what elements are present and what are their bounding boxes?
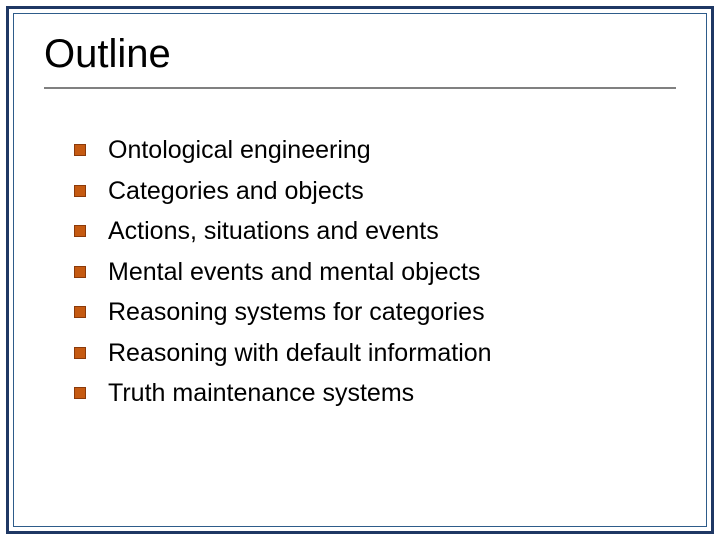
slide-outer-border: Outline Ontological engineering Categori… bbox=[6, 6, 714, 534]
bullet-icon bbox=[74, 185, 86, 197]
bullet-icon bbox=[74, 266, 86, 278]
list-item: Mental events and mental objects bbox=[74, 256, 676, 289]
bullet-text: Reasoning with default information bbox=[108, 337, 492, 370]
bullet-text: Reasoning systems for categories bbox=[108, 296, 485, 329]
bullet-text: Ontological engineering bbox=[108, 134, 371, 167]
list-item: Truth maintenance systems bbox=[74, 377, 676, 410]
list-item: Ontological engineering bbox=[74, 134, 676, 167]
bullet-list: Ontological engineering Categories and o… bbox=[44, 134, 676, 410]
bullet-text: Actions, situations and events bbox=[108, 215, 439, 248]
bullet-text: Categories and objects bbox=[108, 175, 364, 208]
bullet-icon bbox=[74, 387, 86, 399]
bullet-icon bbox=[74, 225, 86, 237]
list-item: Categories and objects bbox=[74, 175, 676, 208]
slide-title: Outline bbox=[44, 32, 676, 89]
list-item: Reasoning systems for categories bbox=[74, 296, 676, 329]
list-item: Reasoning with default information bbox=[74, 337, 676, 370]
list-item: Actions, situations and events bbox=[74, 215, 676, 248]
slide-content: Outline Ontological engineering Categori… bbox=[14, 14, 706, 448]
bullet-icon bbox=[74, 144, 86, 156]
slide-inner-border: Outline Ontological engineering Categori… bbox=[13, 13, 707, 527]
bullet-icon bbox=[74, 306, 86, 318]
bullet-text: Truth maintenance systems bbox=[108, 377, 414, 410]
bullet-icon bbox=[74, 347, 86, 359]
bullet-text: Mental events and mental objects bbox=[108, 256, 480, 289]
